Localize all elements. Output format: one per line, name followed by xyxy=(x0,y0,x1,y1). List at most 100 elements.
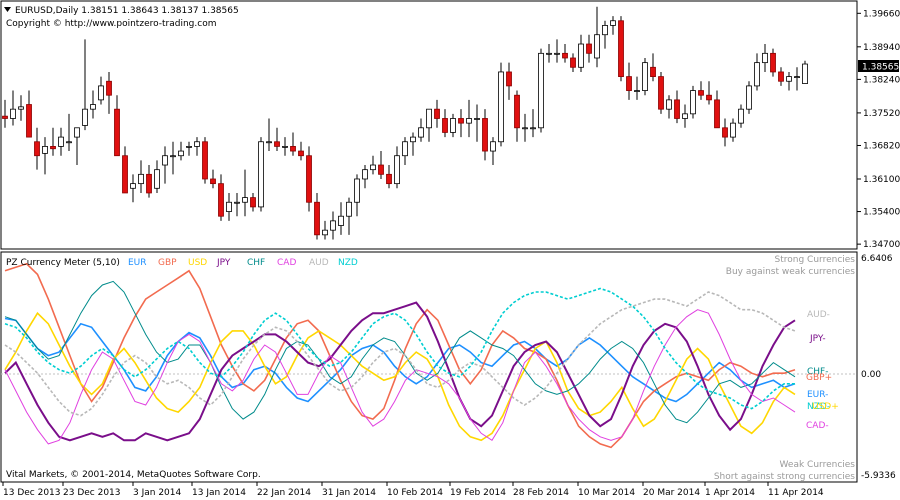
end-label-usd: USD+ xyxy=(812,402,839,412)
end-label-chf: CHF- xyxy=(807,367,828,377)
candle-body xyxy=(458,118,464,124)
candle-body xyxy=(290,146,296,152)
candle-body xyxy=(754,62,760,87)
candle-body xyxy=(698,90,704,96)
candle-body xyxy=(482,118,488,152)
candle-body xyxy=(690,90,696,115)
candle-body xyxy=(346,201,352,217)
candle-body xyxy=(450,118,456,133)
candle-body xyxy=(410,136,416,143)
candle-body xyxy=(82,108,88,126)
candle-body xyxy=(506,71,512,87)
candle-body xyxy=(434,108,440,119)
time-tick-label: 13 Dec 2013 xyxy=(3,488,61,498)
candle-body xyxy=(114,108,120,157)
candle-body xyxy=(594,34,600,59)
candle-body xyxy=(618,20,624,77)
end-label-aud: AUD- xyxy=(807,310,830,320)
candle-body xyxy=(706,94,712,101)
meter-line-cad xyxy=(4,309,796,445)
candle-body xyxy=(362,169,368,180)
price-tick-label: 1.35400 xyxy=(863,208,900,218)
candle-body xyxy=(298,150,304,157)
candle-body xyxy=(466,118,472,124)
meter-panel-frame xyxy=(0,251,858,483)
candle-body xyxy=(170,155,176,158)
price-axis: 1.39660 1.38940 1.38240 1.37520 1.36820 1.361… xyxy=(857,9,900,250)
candle-body xyxy=(562,52,568,59)
price-tick-label: 1.37520 xyxy=(863,109,900,119)
candle-body xyxy=(74,127,80,138)
legend-eur: EUR xyxy=(128,258,147,268)
time-tick-label: 10 Mar 2014 xyxy=(578,488,635,498)
meter-zero-value: 0.00 xyxy=(861,370,881,380)
meter-line-usd xyxy=(4,311,796,442)
copyright-text: Copyright © http://www.pointzero-trading… xyxy=(6,19,216,29)
candle-body xyxy=(226,201,232,212)
meter-line-nzd xyxy=(4,287,795,410)
candle-body xyxy=(586,43,592,54)
end-label-cad: CAD- xyxy=(806,421,829,431)
price-tick-label: 1.39660 xyxy=(863,9,900,19)
candle-body xyxy=(218,183,224,217)
candle-body xyxy=(370,164,376,171)
candle-body xyxy=(538,52,544,129)
price-tick-label: 1.34700 xyxy=(863,240,900,250)
meter-line-jpy xyxy=(4,301,796,442)
candle-body xyxy=(178,150,184,157)
candle-body xyxy=(730,122,736,138)
candle-body xyxy=(786,76,792,82)
candle-body xyxy=(746,85,752,110)
candle-body xyxy=(498,71,504,143)
meter-lines-group xyxy=(4,262,796,449)
price-panel-frame xyxy=(0,0,858,250)
candle-body xyxy=(242,197,248,203)
candle-body xyxy=(514,94,520,129)
candle-body xyxy=(530,127,536,130)
end-label-gbp: GBP+ xyxy=(806,373,832,383)
candle-body xyxy=(194,141,200,147)
candle-body xyxy=(770,52,776,73)
candle-body xyxy=(354,178,360,203)
candle-body xyxy=(602,25,608,36)
candle-body xyxy=(306,155,312,203)
candle-body xyxy=(98,85,104,101)
meter-line-chf xyxy=(4,280,796,424)
meter-legend: EUR GBP USD JPY CHF CAD AUD NZD xyxy=(128,258,358,268)
candle-body xyxy=(650,66,656,77)
candle-body xyxy=(762,52,768,64)
candle-body xyxy=(418,127,424,138)
price-tick-label: 1.36820 xyxy=(863,141,900,151)
weak-currencies-label: Weak Currencies xyxy=(780,460,856,470)
time-tick-label: 11 Apr 2014 xyxy=(768,488,824,498)
currency-meter-panel[interactable]: PZ Currency Meter (5,10) EUR GBP USD JPY CHF… xyxy=(0,251,896,483)
time-tick-label: 22 Jan 2014 xyxy=(257,488,311,498)
candle-body xyxy=(314,201,320,236)
end-label-jpy: JPY- xyxy=(809,334,826,344)
candle-body xyxy=(122,155,128,194)
candle-body xyxy=(522,127,528,130)
triangle-down-icon[interactable] xyxy=(4,7,11,12)
candle-body xyxy=(338,215,344,226)
legend-gbp: GBP xyxy=(158,258,177,268)
candle-body xyxy=(642,62,648,91)
legend-cad: CAD xyxy=(277,258,296,268)
candle-body xyxy=(546,52,552,55)
candle-body xyxy=(474,118,480,120)
candle-body xyxy=(570,57,576,68)
candle-body xyxy=(106,80,112,96)
candle-body xyxy=(634,90,640,92)
candle-body xyxy=(202,141,208,180)
legend-chf: CHF xyxy=(247,258,265,268)
time-axis: 13 Dec 2013 23 Dec 2013 3 Jan 2014 13 Jan 2… xyxy=(2,482,824,498)
candle-body xyxy=(210,178,216,185)
candle-body xyxy=(146,173,152,194)
price-panel[interactable]: EURUSD,Daily 1.38151 1.38643 1.38137 1.3… xyxy=(0,0,900,250)
legend-nzd: NZD xyxy=(338,258,358,268)
candle-body xyxy=(234,201,240,204)
meter-line-aud xyxy=(4,291,796,417)
candle-body xyxy=(738,108,744,124)
currency-end-labels: AUD- JPY- CHF-GBP+ EUR- NZD-USD+ CAD- xyxy=(806,310,839,431)
strong-currencies-label: Strong Currencies xyxy=(775,255,856,265)
